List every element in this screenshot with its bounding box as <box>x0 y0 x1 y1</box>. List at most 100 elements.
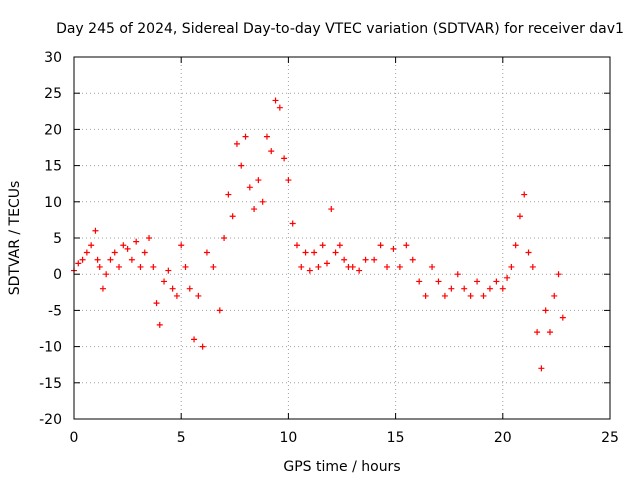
data-point <box>221 235 228 241</box>
data-point <box>92 227 99 234</box>
data-point <box>328 206 335 213</box>
data-point <box>319 242 326 249</box>
data-point <box>448 285 455 292</box>
data-point <box>263 133 270 140</box>
y-tick-label: -5 <box>48 303 62 319</box>
x-tick-label: 10 <box>279 430 297 446</box>
data-point <box>79 256 86 263</box>
data-point <box>233 140 240 147</box>
data-point <box>199 343 206 350</box>
y-tick-label: 15 <box>44 159 62 175</box>
data-point <box>323 260 330 267</box>
y-tick-label: 30 <box>44 50 62 66</box>
data-point <box>512 242 519 249</box>
data-point <box>493 278 500 285</box>
data-point <box>94 256 101 263</box>
data-point <box>559 314 566 321</box>
data-point <box>186 285 193 292</box>
data-point <box>276 104 283 111</box>
data-point <box>306 267 313 274</box>
data-point <box>416 278 423 285</box>
data-point <box>83 249 90 256</box>
data-point <box>116 263 123 270</box>
y-tick-label: -15 <box>39 376 62 392</box>
data-point <box>107 256 114 263</box>
data-point <box>165 267 172 274</box>
data-point <box>203 249 210 256</box>
data-point <box>341 256 348 263</box>
data-point <box>156 321 163 328</box>
data-point <box>336 242 343 249</box>
data-point <box>508 263 515 270</box>
x-tick-label: 20 <box>494 430 512 446</box>
data-point <box>429 263 436 270</box>
data-point <box>75 260 82 267</box>
data-point <box>504 274 511 281</box>
data-point <box>182 263 189 270</box>
x-tick-label: 5 <box>177 430 186 446</box>
y-tick-label: 25 <box>44 86 62 102</box>
data-point <box>521 191 528 198</box>
data-point <box>238 162 245 169</box>
y-tick-label: -10 <box>39 340 62 356</box>
data-point <box>542 307 549 314</box>
grid-lines <box>74 57 610 419</box>
data-point <box>150 263 157 270</box>
data-point <box>332 249 339 256</box>
data-point <box>272 97 279 104</box>
data-point <box>461 285 468 292</box>
data-point <box>315 263 322 270</box>
data-point <box>298 263 305 270</box>
data-point <box>546 329 553 336</box>
data-point <box>259 198 266 205</box>
data-point <box>377 242 384 249</box>
data-point <box>480 292 487 299</box>
data-point <box>169 285 176 292</box>
data-point <box>486 285 493 292</box>
x-axis-label: GPS time / hours <box>283 459 400 475</box>
axis-ticks <box>73 56 611 420</box>
data-point <box>371 256 378 263</box>
data-point <box>216 307 223 314</box>
data-point <box>120 242 127 249</box>
x-tick-label: 25 <box>601 430 619 446</box>
data-point <box>251 206 258 213</box>
data-point <box>474 278 481 285</box>
data-point <box>362 256 369 263</box>
x-tick-label: 0 <box>70 430 79 446</box>
data-point <box>384 263 391 270</box>
data-point <box>551 292 558 299</box>
data-point <box>268 148 275 155</box>
data-point <box>246 184 253 191</box>
data-point <box>293 242 300 249</box>
data-point <box>525 249 532 256</box>
data-point <box>302 249 309 256</box>
y-tick-label: -20 <box>39 412 62 428</box>
data-point <box>178 242 185 249</box>
data-point <box>285 177 292 184</box>
data-point <box>529 263 536 270</box>
data-point <box>242 133 249 140</box>
data-point <box>103 271 110 278</box>
y-tick-labels: -20 -15 -10 -5 0 5 10 15 20 25 30 <box>39 50 62 428</box>
data-point <box>225 191 232 198</box>
data-point <box>255 177 262 184</box>
data-point <box>311 249 318 256</box>
data-point <box>111 249 118 256</box>
data-point <box>555 271 562 278</box>
y-tick-label: 0 <box>53 267 62 283</box>
data-point <box>153 300 160 307</box>
y-axis-label: SDTVAR / TECUs <box>7 181 23 296</box>
data-point <box>88 242 95 249</box>
data-point <box>133 238 140 245</box>
data-point <box>128 256 135 263</box>
data-point <box>99 285 106 292</box>
data-point <box>454 271 461 278</box>
data-point <box>516 213 523 220</box>
data-point <box>435 278 442 285</box>
data-point <box>210 263 217 270</box>
data-point <box>141 249 148 256</box>
data-point <box>409 256 416 263</box>
y-tick-label: 10 <box>44 195 62 211</box>
